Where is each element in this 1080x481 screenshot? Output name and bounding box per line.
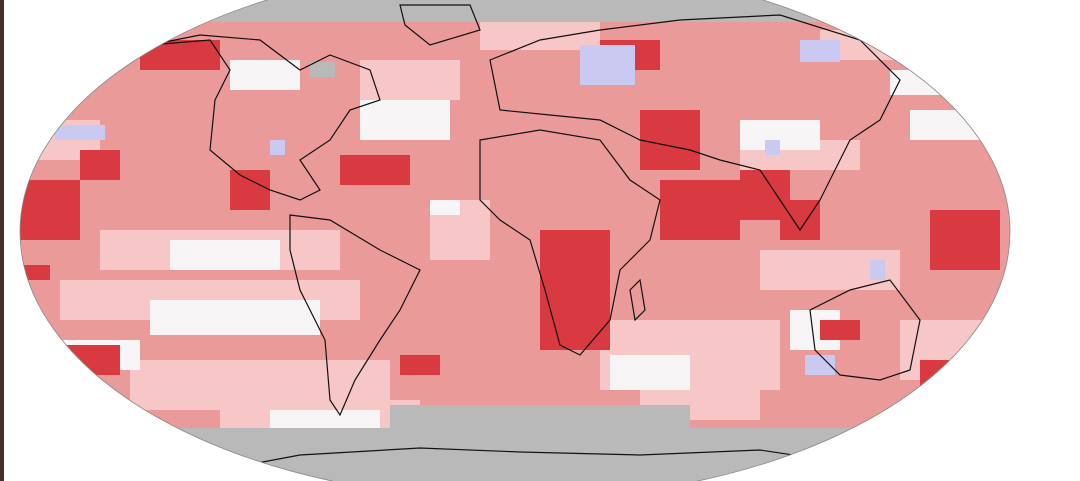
cool-cells xyxy=(55,40,885,375)
left-edge xyxy=(0,0,4,481)
globe-outline xyxy=(19,0,1011,481)
